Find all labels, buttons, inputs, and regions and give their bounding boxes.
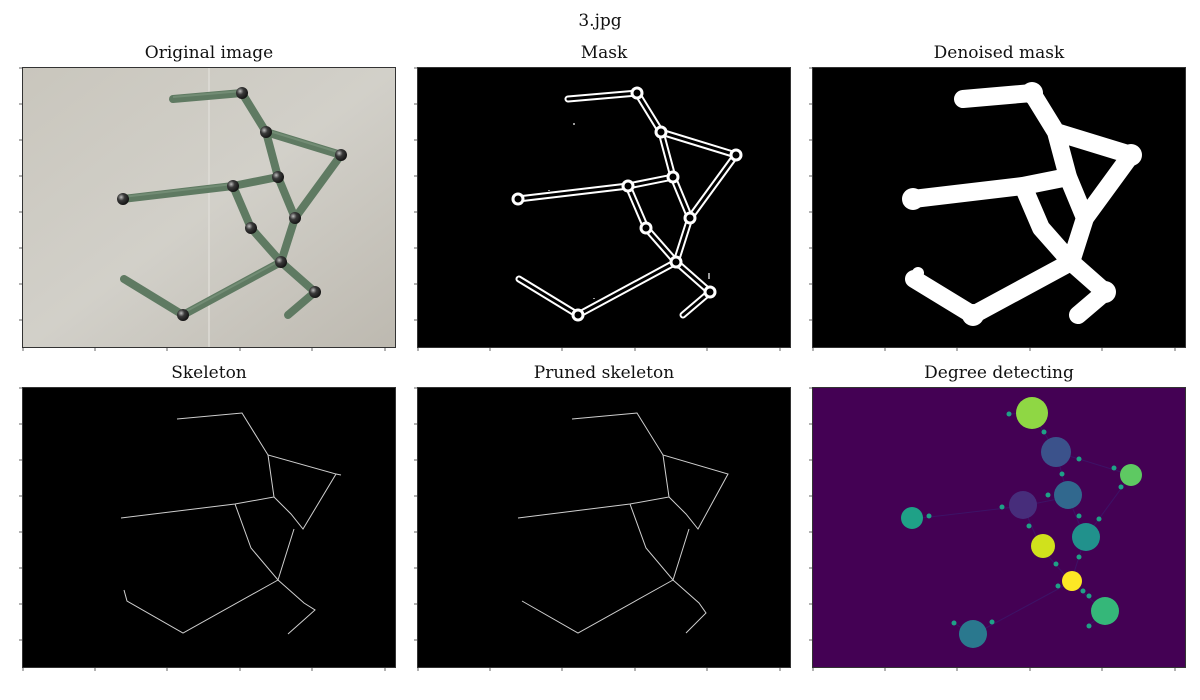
denoised-mask-image xyxy=(813,68,1185,347)
rods xyxy=(119,89,345,319)
degree-nodes xyxy=(901,397,1142,648)
pruned-skeleton-image xyxy=(418,388,790,667)
degree-detecting-image xyxy=(813,388,1185,667)
panel-title-skeleton: Skeleton xyxy=(171,363,247,383)
original-image xyxy=(23,68,395,347)
end-points xyxy=(926,411,1124,629)
skeleton-panel xyxy=(22,387,396,668)
denoised-mask-panel xyxy=(812,67,1186,348)
panel-title-denoised: Denoised mask xyxy=(933,43,1065,63)
figure-title: 3.jpg xyxy=(578,11,622,31)
panel-title-mask: Mask xyxy=(580,43,628,63)
skeleton-image xyxy=(23,388,395,667)
original-image-panel xyxy=(22,67,396,348)
degree-detecting-panel xyxy=(812,387,1186,668)
panel-title-original: Original image xyxy=(144,43,274,63)
mask-image xyxy=(418,68,790,347)
pruned-skeleton-panel xyxy=(417,387,791,668)
panel-title-degree: Degree detecting xyxy=(924,363,1074,383)
balls xyxy=(117,87,347,321)
panel-title-pruned: Pruned skeleton xyxy=(533,363,675,383)
mask-panel xyxy=(417,67,791,348)
